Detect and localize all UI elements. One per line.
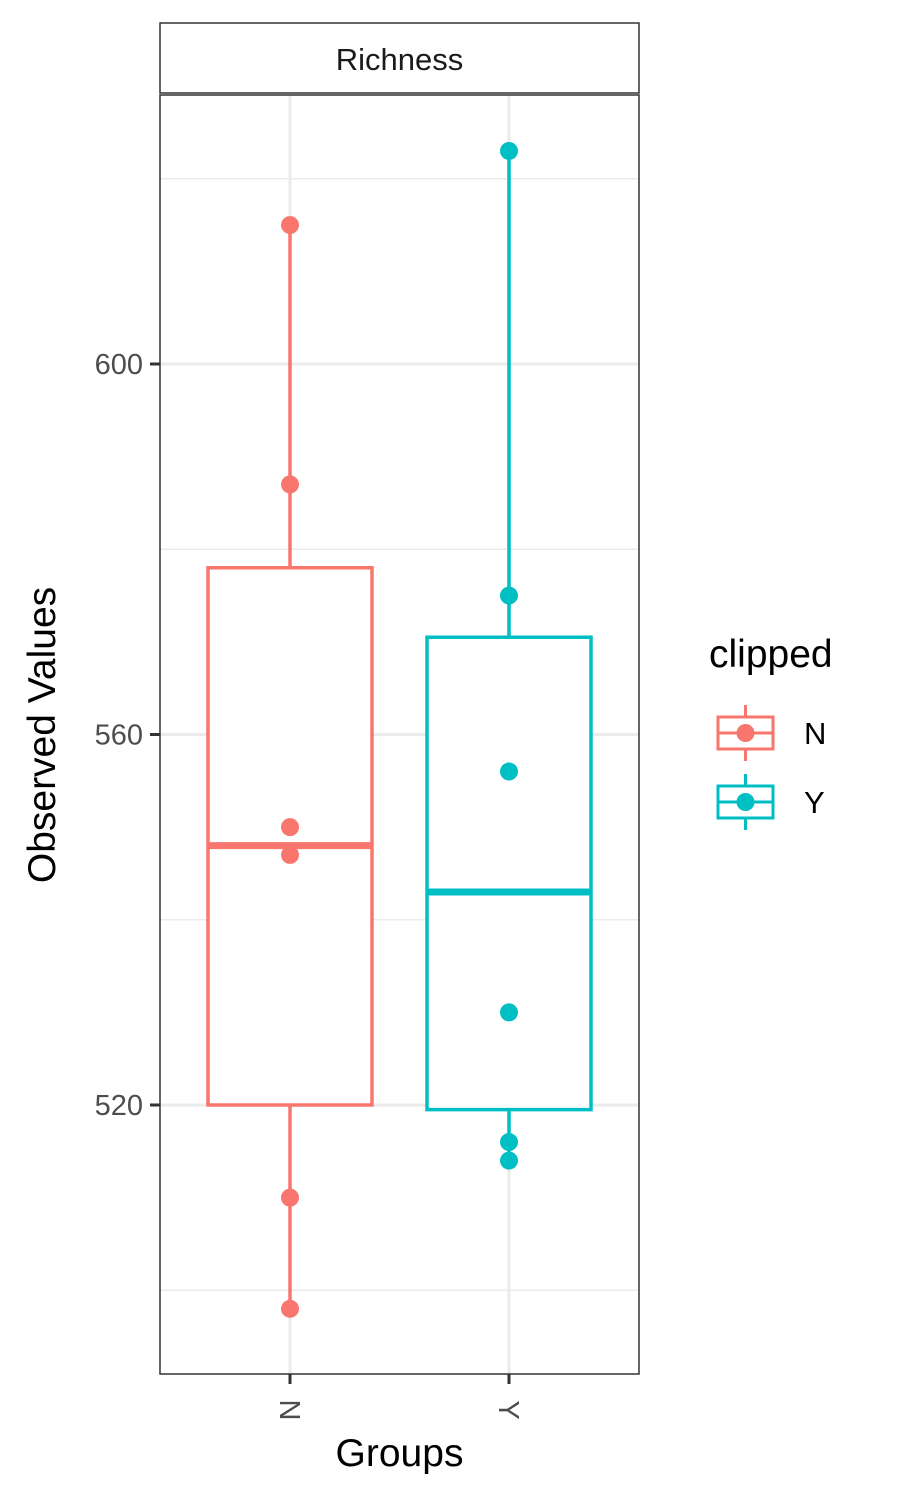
data-point-N [281,1188,299,1207]
x-tick-label: Y [492,1400,524,1419]
y-tick-label: 520 [95,1090,143,1122]
data-point-Y [500,1151,518,1170]
x-tick-label: N [273,1400,305,1421]
facet-title: Richness [336,42,464,77]
data-point-N [281,818,299,837]
data-point-Y [500,1133,518,1152]
data-point-N [281,1299,299,1318]
data-point-Y [500,762,518,781]
legend-key-Y [716,774,775,830]
legend-key-point [736,724,755,742]
y-axis: 520 560 600 [95,349,160,1122]
data-point-N [281,216,299,235]
data-point-N [281,475,299,494]
data-point-Y [500,141,518,160]
legend-key-N [716,705,775,761]
y-axis-title: Observed Values [21,587,64,883]
legend-key-point [736,793,755,811]
legend-title: clipped [709,633,833,676]
x-axis-title: Groups [336,1432,464,1475]
y-tick-label: 560 [95,720,143,752]
box-iqr [206,566,374,1107]
box-layer [206,150,593,1309]
data-point-N [281,845,299,864]
legend-label: N [804,716,826,751]
facet-strip-box [159,22,640,94]
box-iqr [425,635,593,1112]
y-tick-label: 600 [95,349,143,381]
facet-strip: Richness [159,22,640,94]
legend: clipped NY [709,633,833,830]
point-layer [281,141,518,1318]
box-Y [425,150,593,1161]
data-point-Y [500,586,518,605]
box-N [206,225,374,1309]
legend-label: Y [804,785,825,820]
data-point-Y [500,1003,518,1022]
